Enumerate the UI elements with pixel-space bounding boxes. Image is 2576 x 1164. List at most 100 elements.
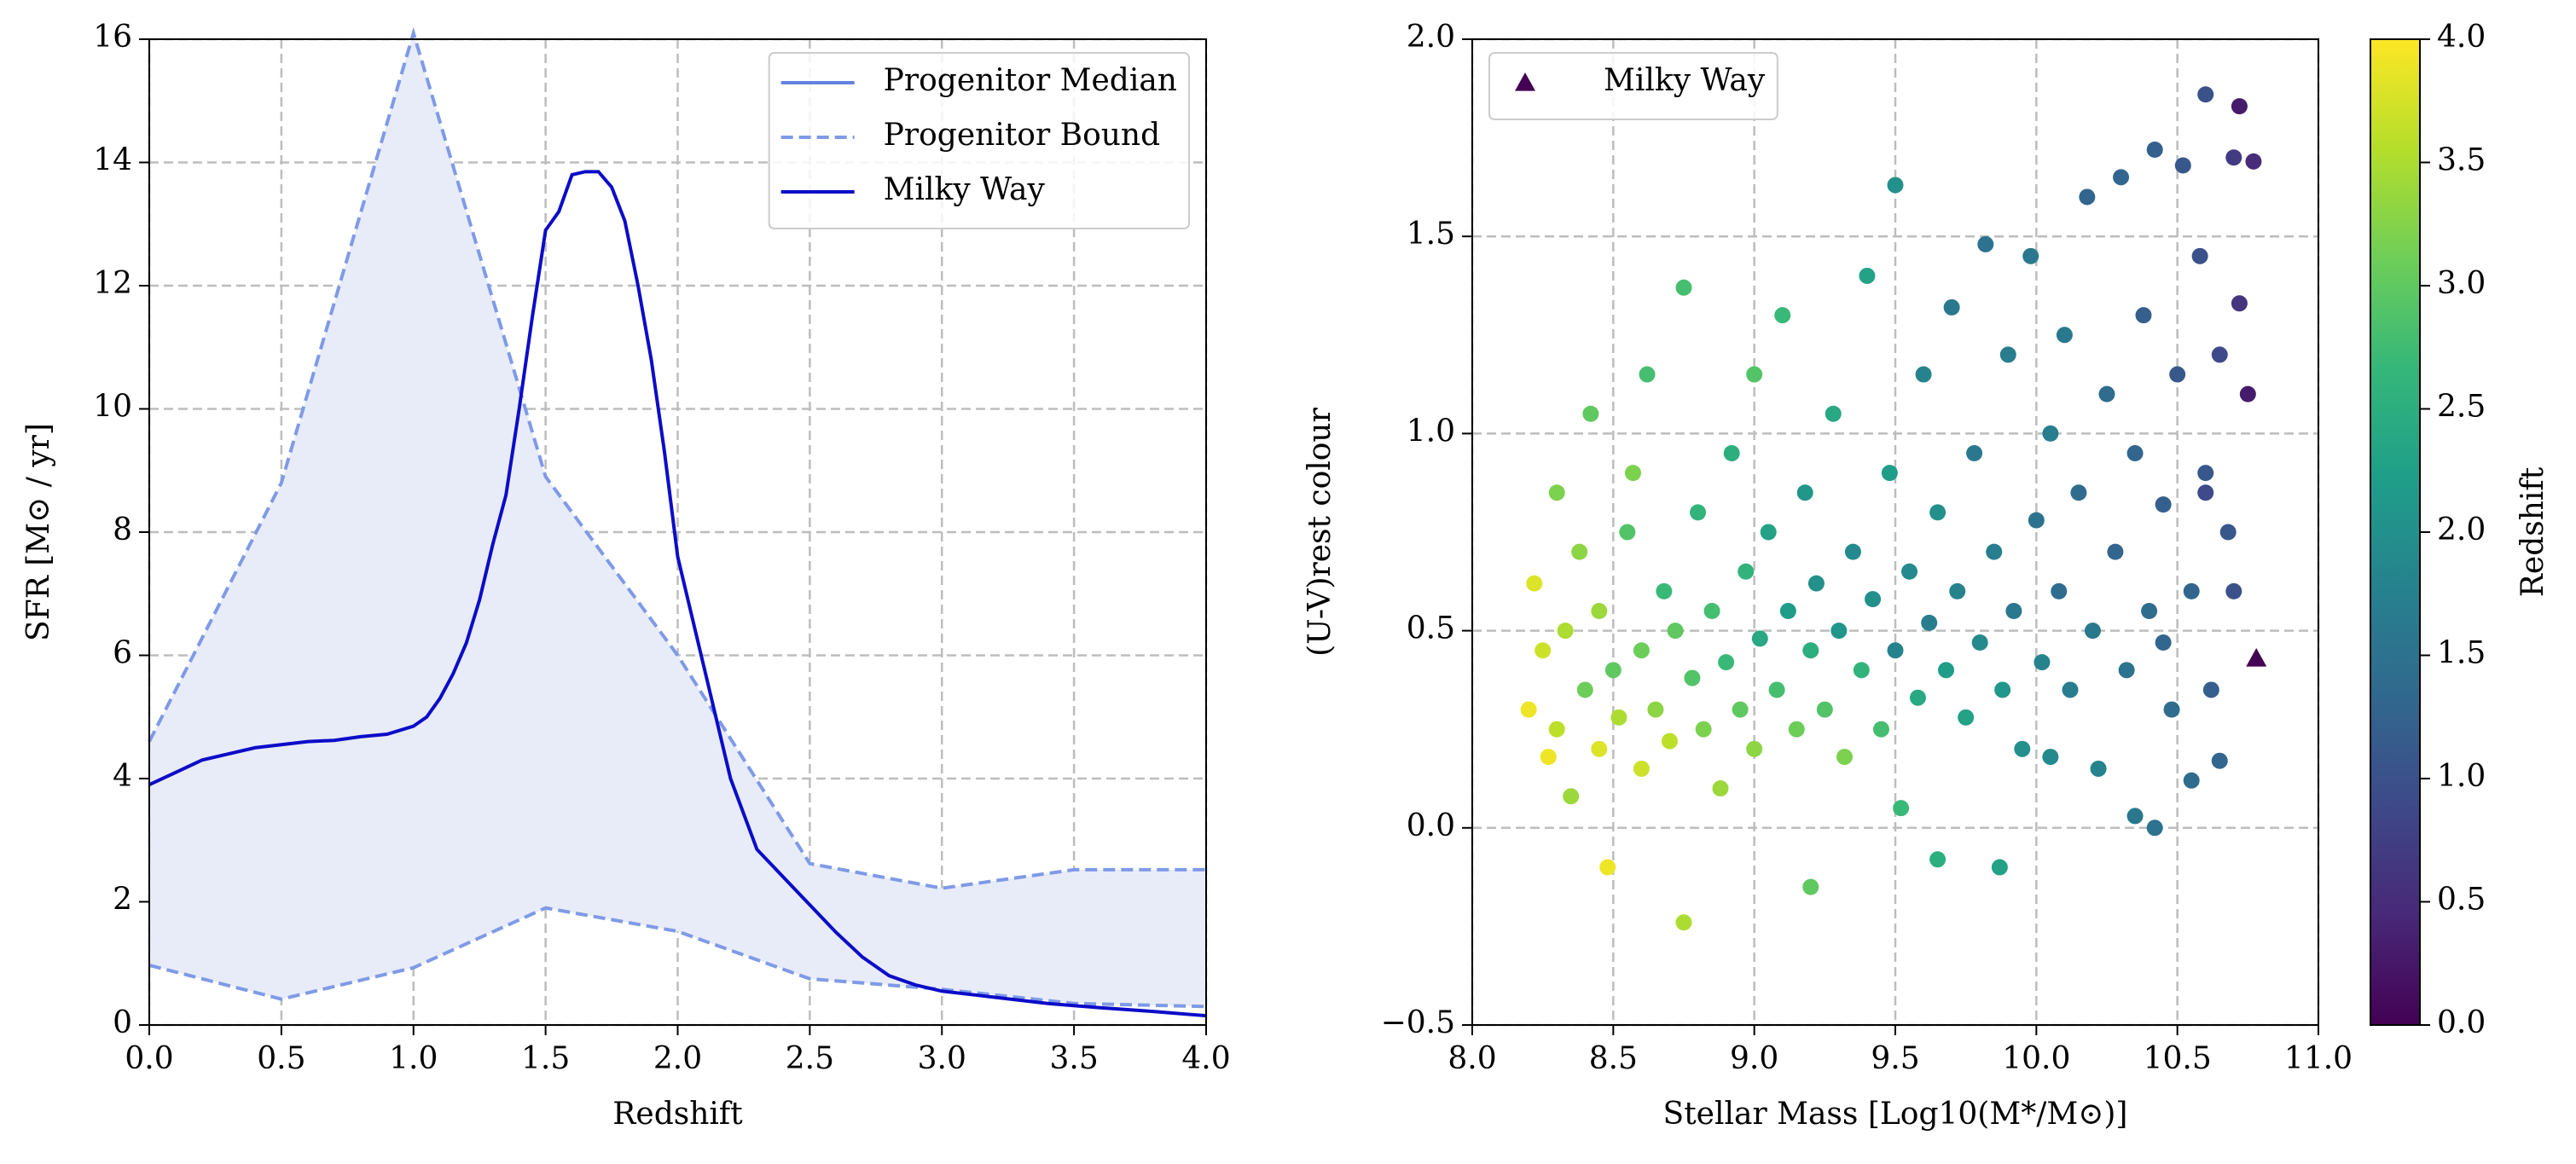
y-tick-label: 2.0	[1407, 20, 1455, 55]
scatter-point	[2183, 582, 2200, 599]
scatter-point	[1921, 614, 1938, 631]
scatter-point	[1647, 701, 1664, 718]
x-tick-label: 3.5	[1049, 1041, 1098, 1076]
scatter-point	[1881, 465, 1898, 482]
scatter-point	[1661, 733, 1678, 750]
scatter-point	[1865, 591, 1882, 608]
scatter-point	[1738, 563, 1755, 580]
plot-area	[148, 26, 1207, 1018]
scatter-point	[2219, 524, 2237, 541]
scatter-point	[1520, 701, 1537, 718]
scatter-point	[2118, 662, 2135, 679]
scatter-point	[2135, 307, 2152, 324]
scatter-point	[1774, 307, 1791, 324]
plot-area	[1520, 86, 2267, 931]
x-tick-label: 10.5	[2144, 1041, 2212, 1076]
scatter-point	[1788, 721, 1805, 738]
x-tick-label: 4.0	[1181, 1041, 1230, 1076]
colorbar-label: Redshift	[2515, 466, 2550, 597]
legend-label: Progenitor Median	[884, 63, 1177, 98]
scatter-point	[1830, 623, 1848, 640]
scatter-point	[1675, 914, 1692, 931]
x-tick-label: 3.0	[918, 1041, 966, 1076]
scatter-point	[1887, 642, 1904, 659]
scatter-point	[2022, 247, 2039, 264]
scatter-point	[1667, 623, 1684, 640]
axes: 0.0 0.5 1.0 1.5 2.0 2.5 3.0 3.5 4.0 0 2 4 6 8 10 12 14 16…	[21, 20, 1231, 1132]
scatter-point	[1535, 642, 1552, 659]
scatter-point	[1977, 235, 1994, 252]
y-tick-label: 0.0	[1407, 808, 1455, 843]
scatter-point	[1971, 634, 1988, 651]
scatter-point	[1633, 642, 1650, 659]
scatter-point	[1751, 630, 1768, 647]
scatter-point	[1938, 662, 1955, 679]
scatter-point	[2028, 512, 2045, 529]
y-tick-label: 10	[93, 390, 132, 425]
scatter-point	[1712, 780, 1729, 797]
y-tick-label: 1.5	[1407, 217, 1455, 252]
scatter-point	[2163, 701, 2180, 718]
scatter-point	[2042, 749, 2059, 766]
scatter-point	[2056, 327, 2073, 344]
scatter-point	[1807, 575, 1825, 592]
scatter-point	[2231, 98, 2248, 115]
scatter-point	[1816, 701, 1833, 718]
scatter-point	[2169, 366, 2186, 383]
scatter-point	[1859, 267, 1876, 284]
scatter-point	[2174, 157, 2191, 174]
scatter-point	[2155, 634, 2172, 651]
scatter-point	[2225, 582, 2242, 599]
scatter-point	[2107, 543, 2124, 560]
x-tick-label: 1.0	[389, 1041, 438, 1076]
legend-frame	[768, 52, 1190, 229]
scatter-point	[1915, 366, 1932, 383]
scatter-point	[1994, 681, 2011, 698]
y-tick-label: 4	[113, 759, 132, 794]
scatter-point	[1872, 721, 1889, 738]
scatter-point	[2014, 740, 2031, 757]
scatter-point	[2090, 760, 2107, 777]
scatter-point	[1802, 878, 1819, 895]
scatter-point	[2155, 496, 2172, 513]
scatter-point	[2225, 149, 2242, 166]
scatter-point	[1619, 524, 1636, 541]
scatter-point	[1768, 681, 1785, 698]
colorbar-tick-label: 1.5	[2437, 636, 2486, 671]
x-axis-label: Redshift	[612, 1097, 743, 1132]
scatter-point	[2084, 623, 2101, 640]
scatter-point	[1695, 721, 1712, 738]
colorbar-tick-label: 0.5	[2437, 883, 2486, 918]
scatter-point	[2202, 681, 2219, 698]
legend-label: Progenitor Bound	[884, 118, 1161, 153]
scatter-point	[1732, 701, 1749, 718]
y-tick-label: 14	[93, 143, 132, 178]
scatter-point	[1836, 749, 1853, 766]
colorbar-tick-label: 3.0	[2437, 266, 2486, 301]
scatter-point	[1684, 669, 1701, 686]
scatter-point	[2034, 654, 2051, 671]
scatter-point	[1949, 582, 1966, 599]
axes: 8.0 8.5 9.0 9.5 10.0 10.5 11.0 −0.5 0.0 0.5 1.0 1.5…	[1303, 20, 2353, 1132]
axes-frame	[1471, 38, 2319, 1026]
scatter-point	[1591, 602, 1608, 619]
colorbar-tick-label: 0.0	[2437, 1005, 2486, 1040]
x-tick-label: 11.0	[2284, 1041, 2353, 1076]
scatter-point	[1760, 524, 1777, 541]
scatter-point	[1675, 279, 1692, 296]
legend-frame	[1488, 52, 1778, 120]
scatter-point	[1958, 709, 1975, 726]
scatter-point	[2126, 808, 2144, 825]
scatter-point	[2183, 772, 2200, 789]
y-tick-label: 16	[93, 20, 132, 55]
y-tick-label: 0	[113, 1005, 132, 1040]
scatter-point	[1929, 851, 1947, 868]
y-axis-label: SFR [M⊙ / yr]	[21, 423, 56, 641]
scatter-point	[1887, 177, 1904, 194]
legend: Milky Way	[1488, 52, 1778, 120]
scatter-point	[1656, 582, 1673, 599]
y-tick-label: 0.5	[1407, 611, 1455, 646]
legend-label: Milky Way	[1604, 63, 1766, 98]
scatter-point	[1723, 445, 1740, 462]
